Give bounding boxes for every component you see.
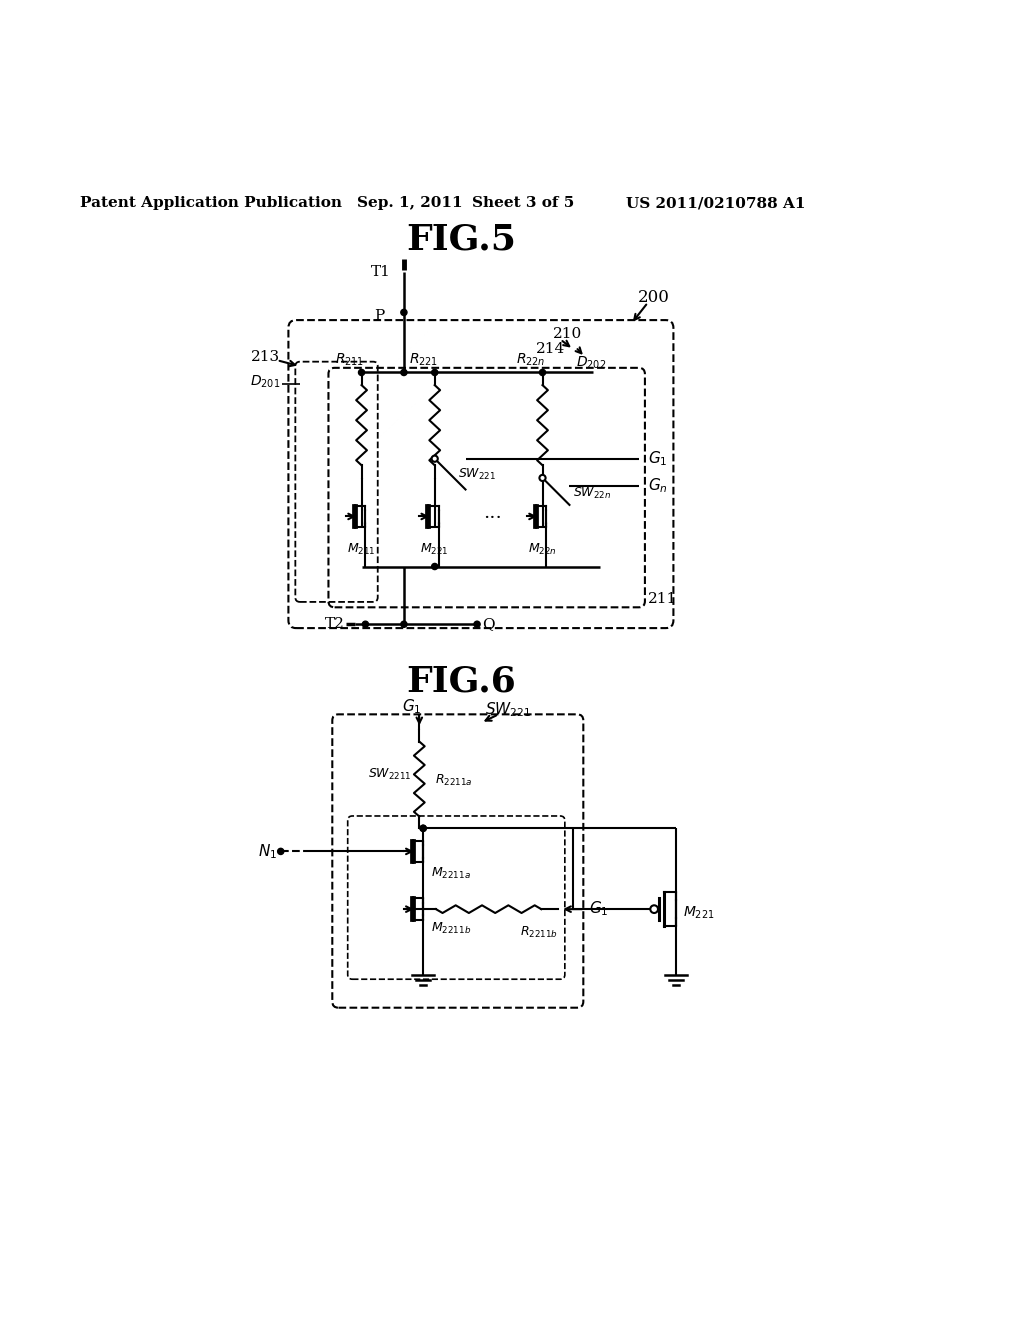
Text: 214: 214 [536,342,565,356]
Text: 210: 210 [553,327,583,341]
Text: 200: 200 [638,289,670,305]
Text: 213: 213 [251,350,280,364]
Text: $M_{2211a}$: $M_{2211a}$ [431,866,471,880]
Text: P: P [374,309,384,323]
Text: Q: Q [482,618,495,631]
Text: $R_{221}$: $R_{221}$ [409,352,438,368]
Text: $M_{211}$: $M_{211}$ [347,543,376,557]
Circle shape [358,370,365,376]
Circle shape [362,622,369,627]
Circle shape [278,849,284,854]
Text: $R_{2211b}$: $R_{2211b}$ [519,925,558,940]
Text: $SW_{2211}$: $SW_{2211}$ [368,767,412,781]
Circle shape [420,825,426,832]
Text: Patent Application Publication: Patent Application Publication [81,197,342,210]
Text: $SW_{221}$: $SW_{221}$ [458,466,496,482]
Text: T1: T1 [371,265,391,280]
Text: $G_1$: $G_1$ [648,449,668,469]
Text: $D_{201}$: $D_{201}$ [250,374,281,389]
Text: Sep. 1, 2011: Sep. 1, 2011 [357,197,463,210]
Text: $G_1$: $G_1$ [401,697,422,715]
Text: $R_{211}$: $R_{211}$ [336,352,365,368]
Circle shape [540,370,546,376]
Circle shape [432,455,438,462]
Text: T2: T2 [325,618,344,631]
Circle shape [432,370,438,376]
Text: 211: 211 [648,591,677,606]
Text: Sheet 3 of 5: Sheet 3 of 5 [472,197,574,210]
Circle shape [420,825,426,832]
Circle shape [400,309,407,315]
Text: $R_{22n}$: $R_{22n}$ [516,352,546,368]
Text: $G_n$: $G_n$ [648,477,668,495]
Text: $M_{2211b}$: $M_{2211b}$ [431,921,471,936]
Text: ...: ... [483,504,502,521]
Text: $SW_{22n}$: $SW_{22n}$ [573,486,611,500]
Circle shape [474,622,480,627]
Text: FIG.6: FIG.6 [407,665,516,700]
Circle shape [540,475,546,480]
Text: $M_{221}$: $M_{221}$ [421,543,450,557]
Text: $N_1$: $N_1$ [258,842,278,861]
Text: $G_1$: $G_1$ [589,900,608,919]
Circle shape [400,622,407,627]
Text: US 2011/0210788 A1: US 2011/0210788 A1 [626,197,806,210]
Circle shape [650,906,658,913]
Text: $SW_{221}$: $SW_{221}$ [484,701,530,719]
Text: $R_{2211a}$: $R_{2211a}$ [435,774,472,788]
Text: $D_{202}$: $D_{202}$ [575,354,606,371]
Text: $M_{22n}$: $M_{22n}$ [528,543,557,557]
Circle shape [400,370,407,376]
Text: FIG.5: FIG.5 [407,222,517,256]
Circle shape [432,564,438,570]
Text: $M_{221}$: $M_{221}$ [683,904,715,921]
